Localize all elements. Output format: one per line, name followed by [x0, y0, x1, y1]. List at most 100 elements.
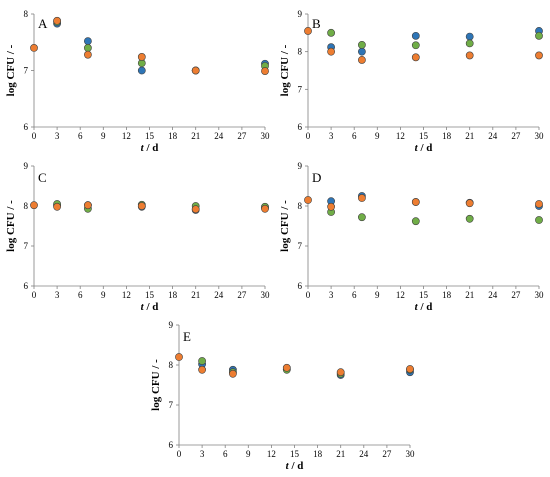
- data-point: [191, 205, 200, 214]
- x-tick-label: 18: [168, 290, 178, 300]
- x-tick-label: 9: [375, 290, 380, 300]
- x-tick-label: 24: [488, 290, 498, 300]
- x-tick-label: 18: [168, 131, 178, 141]
- series-orange: [30, 201, 269, 214]
- x-tick-label: 0: [32, 131, 37, 141]
- data-point: [535, 216, 543, 224]
- series-orange: [30, 16, 269, 75]
- y-tick-label: 6: [169, 440, 174, 450]
- x-tick-label: 0: [32, 290, 37, 300]
- data-point: [30, 44, 38, 52]
- x-axis-label: t / d: [141, 301, 159, 313]
- x-tick-label: 12: [267, 449, 276, 459]
- x-tick-label: 24: [488, 131, 498, 141]
- x-tick-label: 18: [442, 290, 452, 300]
- series-blue: [327, 27, 543, 56]
- x-tick-label: 27: [511, 131, 521, 141]
- panel-e: 0 3 6 9 12 15 18 21 24 27 30 6 7 8 9 log CFU / - t / d E: [150, 320, 415, 472]
- data-point: [53, 16, 61, 25]
- panel-label: D: [312, 170, 321, 185]
- x-tick-label: 6: [352, 290, 357, 300]
- data-point: [137, 66, 146, 75]
- data-point: [357, 194, 366, 202]
- x-tick-label: 12: [122, 131, 131, 141]
- data-point: [53, 202, 61, 211]
- y-tick-label: 8: [24, 9, 29, 19]
- y-tick-label: 8: [298, 47, 303, 57]
- y-axis-label: log CFU / -: [5, 200, 17, 252]
- y-tick-label: 9: [298, 161, 303, 171]
- data-point: [30, 201, 38, 210]
- x-tick-label: 27: [382, 449, 392, 459]
- y-tick-label: 9: [298, 9, 303, 19]
- data-point: [336, 368, 345, 377]
- data-point: [357, 56, 366, 64]
- x-tick-label: 30: [261, 290, 271, 300]
- y-tick-label: 6: [298, 122, 303, 132]
- y-tick-label: 7: [298, 84, 303, 94]
- y-axis-label: log CFU / -: [279, 200, 291, 252]
- y-tick-label: 9: [169, 320, 174, 330]
- series-green: [327, 28, 543, 50]
- data-point: [411, 217, 420, 226]
- data-point: [411, 31, 420, 40]
- x-tick-label: 21: [465, 131, 474, 141]
- x-axis-unit: / d: [145, 301, 158, 313]
- series-orange: [304, 27, 543, 64]
- x-tick-label: 15: [145, 290, 155, 300]
- x-axis-symbol: t: [141, 301, 147, 313]
- x-tick-label: 9: [101, 290, 106, 300]
- y-tick-label: 7: [298, 241, 303, 251]
- x-tick-label: 0: [177, 449, 182, 459]
- x-axis-symbol: t: [141, 142, 147, 154]
- x-tick-label: 24: [214, 131, 224, 141]
- x-tick-label: 12: [396, 131, 405, 141]
- x-tick-label: 24: [359, 449, 369, 459]
- x-tick-label: 9: [101, 131, 106, 141]
- data-point: [357, 47, 366, 56]
- x-axis-unit: / d: [419, 142, 432, 154]
- panel-label: C: [38, 170, 47, 185]
- x-tick-label: 15: [419, 131, 429, 141]
- x-tick-label: 3: [329, 131, 334, 141]
- data-point: [411, 41, 420, 50]
- data-point: [327, 202, 335, 211]
- x-tick-label: 30: [406, 449, 416, 459]
- data-point: [465, 32, 474, 41]
- data-point: [198, 365, 206, 374]
- y-tick-label: 7: [169, 400, 174, 410]
- data-point: [327, 47, 335, 56]
- panel-label: A: [38, 16, 48, 31]
- data-point: [411, 198, 420, 206]
- x-axis-label: t / d: [286, 460, 304, 472]
- data-point: [261, 67, 269, 75]
- data-point: [465, 51, 474, 60]
- x-tick-label: 30: [535, 290, 545, 300]
- x-tick-label: 21: [191, 290, 200, 300]
- data-point: [327, 28, 335, 37]
- y-tick-label: 6: [24, 122, 29, 132]
- y-tick-label: 8: [298, 201, 303, 211]
- x-axis-unit: / d: [290, 460, 303, 472]
- x-axis-symbol: t: [286, 460, 292, 472]
- data-point: [411, 53, 420, 62]
- x-tick-label: 12: [396, 290, 405, 300]
- panel-label: B: [312, 16, 321, 31]
- y-axis-label: log CFU / -: [150, 359, 162, 411]
- data-point: [465, 199, 474, 208]
- x-tick-label: 6: [78, 290, 83, 300]
- x-tick-label: 9: [246, 449, 251, 459]
- series-green: [53, 18, 269, 75]
- panel-a: 0 3 6 9 12 15 18 21 24 27 30 6 7 8 log CFU / - t / d A: [5, 9, 270, 154]
- data-point: [535, 51, 543, 60]
- data-point: [84, 44, 92, 52]
- panel-b: 0 3 6 9 12 15 18 21 24 27 30 6 7 8 9 log CFU / - t / d B: [279, 9, 544, 154]
- y-axis-label: log CFU / -: [279, 44, 291, 96]
- x-axis-symbol: t: [415, 301, 421, 313]
- x-tick-label: 9: [375, 131, 380, 141]
- series-orange: [304, 194, 543, 211]
- y-tick-label: 8: [24, 201, 29, 211]
- x-axis-label: t / d: [415, 142, 433, 154]
- data-point: [357, 213, 366, 222]
